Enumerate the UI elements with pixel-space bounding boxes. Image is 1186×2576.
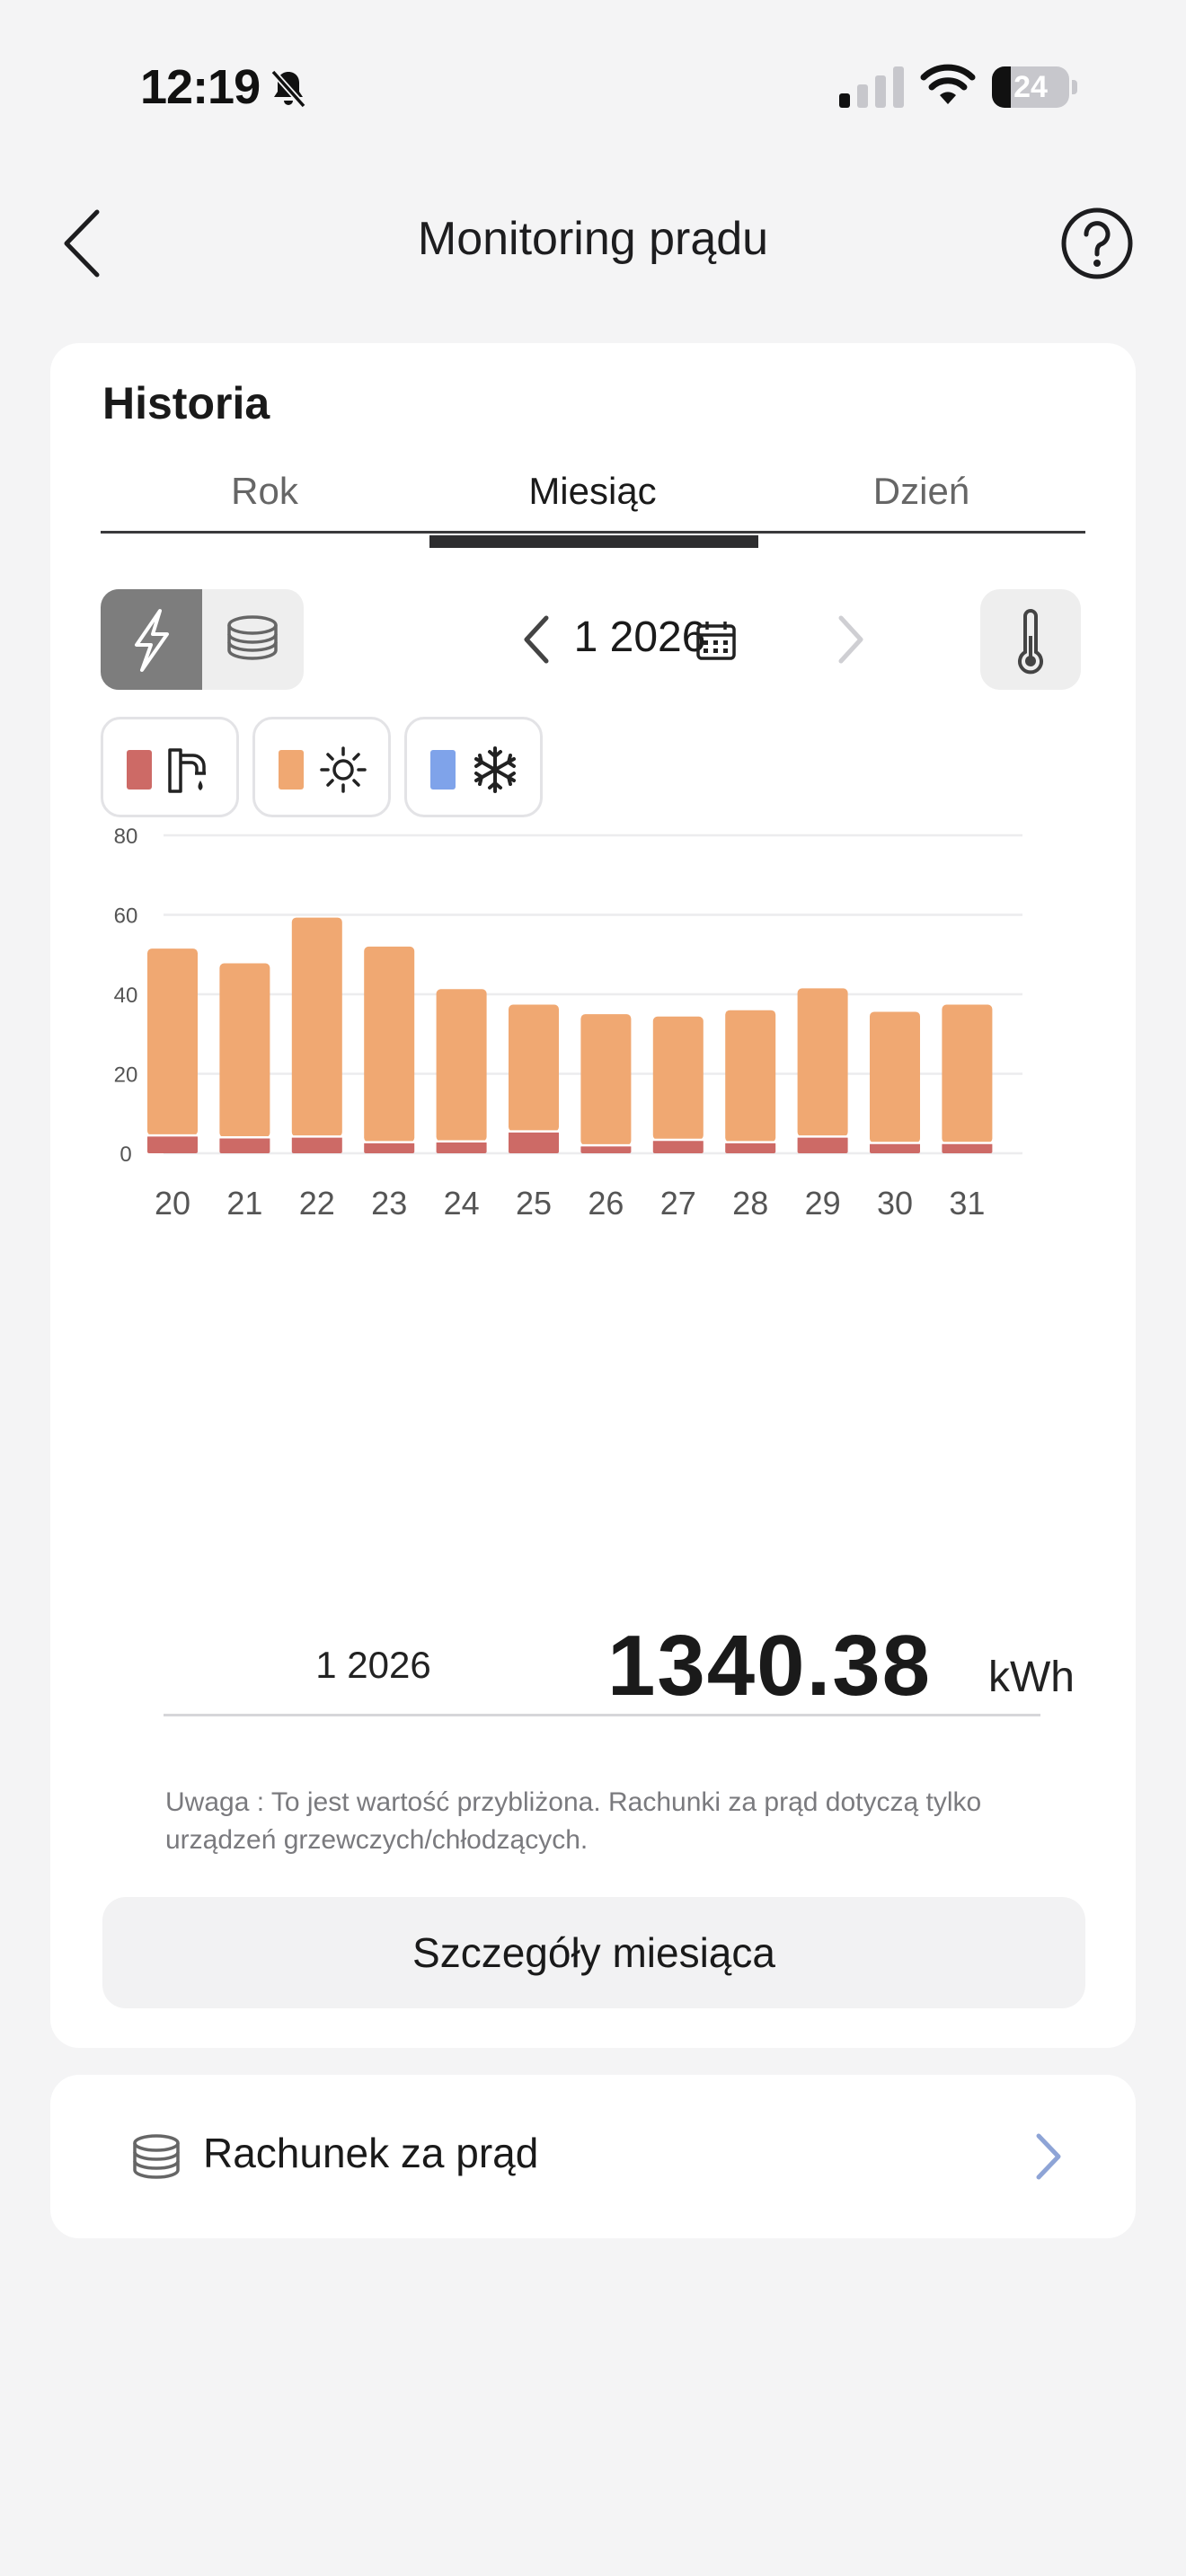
bar-segment[interactable] xyxy=(509,1004,559,1132)
total-consumption-unit: kWh xyxy=(988,1654,1075,1701)
electricity-bill-row[interactable]: Rachunek za prąd xyxy=(50,2075,1136,2238)
energy-toggle-button[interactable] xyxy=(101,589,202,690)
tab-month[interactable]: Miesiąc xyxy=(528,470,657,512)
bar-segment[interactable] xyxy=(364,946,415,1142)
help-icon[interactable] xyxy=(1060,207,1134,280)
bar-segment[interactable] xyxy=(147,948,198,1136)
bar-segment[interactable] xyxy=(219,1137,270,1153)
y-tick-label: 40 xyxy=(114,984,138,1008)
bar-segment[interactable] xyxy=(291,917,342,1137)
coins-icon xyxy=(133,2134,180,2179)
legend-hot-water[interactable] xyxy=(101,717,239,817)
legend-swatch xyxy=(127,750,152,790)
coins-icon xyxy=(227,615,278,660)
bar-segment[interactable] xyxy=(870,1011,920,1143)
y-tick-label: 20 xyxy=(114,1063,138,1088)
bar-segment[interactable] xyxy=(364,1142,415,1153)
back-chevron-icon[interactable] xyxy=(54,205,108,282)
x-tick-label: 24 xyxy=(444,1185,480,1222)
x-tick-label: 31 xyxy=(949,1185,985,1222)
chevron-right-icon xyxy=(1036,2133,1061,2180)
summary-period: 1 2026 xyxy=(315,1644,431,1686)
y-tick-label: 0 xyxy=(119,1142,131,1167)
legend-cooling[interactable] xyxy=(404,717,543,817)
bar-segment[interactable] xyxy=(797,1136,848,1153)
x-tick-label: 28 xyxy=(732,1185,768,1222)
temperature-button[interactable] xyxy=(980,589,1081,690)
x-tick-label: 30 xyxy=(877,1185,913,1222)
previous-month-button[interactable] xyxy=(512,609,562,670)
next-month-button[interactable] xyxy=(825,609,875,670)
bar-segment[interactable] xyxy=(652,1016,704,1140)
page-title: Monitoring prądu xyxy=(417,213,769,265)
bar-segment[interactable] xyxy=(509,1131,559,1153)
cellular-signal-icon xyxy=(839,66,904,108)
history-title: Historia xyxy=(102,378,270,428)
bar-segment[interactable] xyxy=(436,1141,487,1153)
energy-cost-toggle xyxy=(101,589,304,690)
status-time: 12:19 xyxy=(140,60,261,114)
cost-toggle-button[interactable] xyxy=(202,589,304,690)
bar-segment[interactable] xyxy=(580,1014,632,1146)
x-tick-label: 20 xyxy=(155,1185,190,1222)
x-tick-label: 25 xyxy=(516,1185,552,1222)
approximation-note: Uwaga : To jest wartość przybliżona. Rac… xyxy=(165,1787,982,1855)
bar-segment[interactable] xyxy=(147,1135,198,1153)
battery-level: 24 xyxy=(1013,70,1048,104)
lightning-icon xyxy=(135,609,169,672)
history-card: Historia Rok Miesiąc Dzień 1 2026 xyxy=(50,343,1136,2048)
bar-segment[interactable] xyxy=(436,989,487,1142)
x-tick-label: 22 xyxy=(299,1185,335,1222)
tab-year[interactable]: Rok xyxy=(231,470,298,512)
x-tick-label: 21 xyxy=(226,1185,262,1222)
legend-swatch xyxy=(279,750,304,790)
energy-bar-chart: kWh 0 20 40 60 80 20 21 22 23 24 25 26 27 28 29 30 31 xyxy=(83,828,1022,1222)
bar-segment[interactable] xyxy=(652,1139,704,1153)
y-tick-label: 80 xyxy=(114,828,138,849)
period-tabs: Rok Miesiąc Dzień xyxy=(101,449,1085,534)
legend-swatch xyxy=(430,750,456,790)
y-axis-label: kWh xyxy=(83,828,133,834)
bar-segment[interactable] xyxy=(580,1145,632,1153)
x-tick-label: 23 xyxy=(371,1185,407,1222)
electricity-bill-label: Rachunek za prąd xyxy=(203,2130,539,2176)
selected-period: 1 2026 xyxy=(573,613,706,661)
y-tick-label: 60 xyxy=(114,904,138,929)
sun-icon xyxy=(320,746,367,793)
tab-day[interactable]: Dzień xyxy=(872,470,970,512)
x-tick-label: 26 xyxy=(588,1185,624,1222)
bar-segment[interactable] xyxy=(942,1142,993,1153)
bar-segment[interactable] xyxy=(725,1010,776,1142)
summary-divider xyxy=(164,1714,1040,1716)
battery-icon: 24 xyxy=(992,66,1077,108)
snowflake-icon xyxy=(474,746,516,793)
month-details-button[interactable]: Szczegóły miesiąca xyxy=(102,1897,1085,2008)
bar-segment[interactable] xyxy=(942,1004,993,1143)
status-bar: 12:19 24 xyxy=(0,0,1186,171)
bell-muted-icon xyxy=(270,69,306,109)
wifi-icon xyxy=(920,64,976,104)
bar-segment[interactable] xyxy=(725,1142,776,1153)
water-tap-icon xyxy=(168,748,206,793)
x-tick-label: 29 xyxy=(805,1185,841,1222)
calendar-icon[interactable] xyxy=(694,618,739,663)
x-tick-label: 27 xyxy=(660,1185,696,1222)
thermometer-icon xyxy=(1018,609,1043,675)
active-tab-indicator xyxy=(429,535,758,548)
bar-segment[interactable] xyxy=(870,1142,920,1153)
bar-segment[interactable] xyxy=(291,1136,342,1153)
legend-heating[interactable] xyxy=(252,717,391,817)
total-consumption-value: 1340.38 xyxy=(607,1618,933,1714)
bar-segment[interactable] xyxy=(797,988,848,1137)
bar-segment[interactable] xyxy=(219,963,270,1138)
